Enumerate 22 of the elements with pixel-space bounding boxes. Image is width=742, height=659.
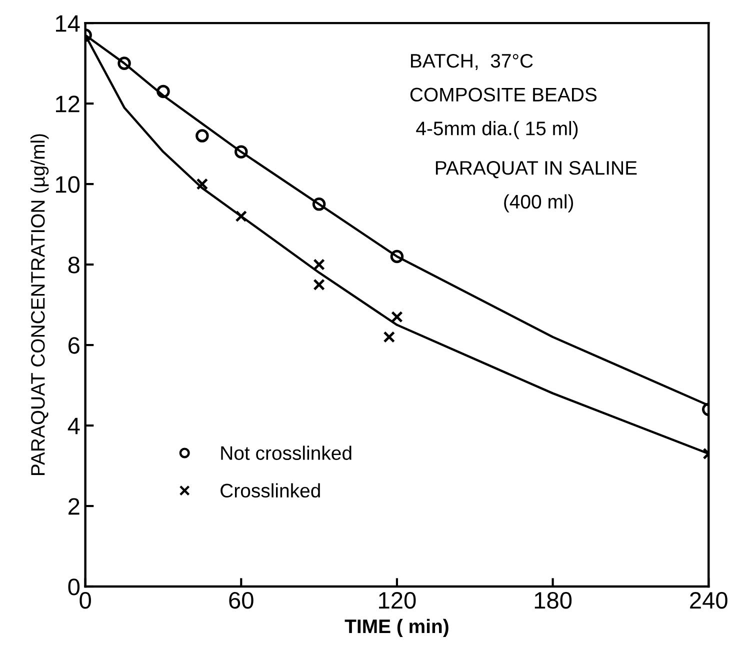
x-tick-label: 180 [534,592,572,609]
legend-label: Not crosslinked [221,446,352,460]
x-tick-label: 120 [379,592,416,609]
annotation: COMPOSITE BEADS [410,88,597,102]
annotation: 4-5mm dia.( 15 ml) [416,121,578,140]
x-tick-label: 60 [229,592,254,609]
y-tick-label: 14 [56,15,80,32]
y-tick-label: 8 [68,256,80,274]
x-axis-title: TIME ( min) [344,618,448,638]
x-tick-label: 0 [80,592,91,609]
y-tick-label: 4 [68,418,80,434]
legend-label: Crosslinked [220,483,320,498]
y-axis-title: PARAQUAT CONCENTRATION (µg/ml) [30,134,49,475]
y-tick-label: 2 [68,498,80,515]
x-tick-label: 240 [690,592,728,609]
y-tick-label: 12 [56,96,80,112]
annotation: BATCH, 37°C [411,54,533,70]
y-tick-label: 0 [68,578,80,596]
annotation: PARAQUAT IN SALINE [436,161,637,178]
annotation: (400 ml) [504,194,574,212]
y-tick-label: 6 [68,337,80,354]
y-tick-label: 10 [56,176,80,193]
